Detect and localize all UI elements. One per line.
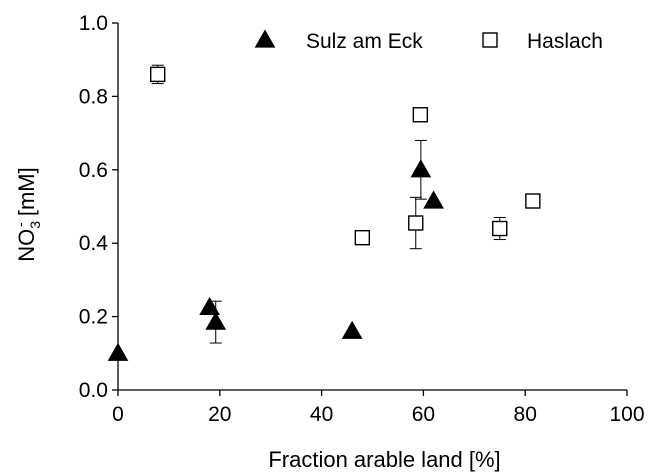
x-tick-label: 0 bbox=[112, 403, 124, 426]
series-haslach bbox=[150, 64, 541, 250]
x-tick-label: 100 bbox=[609, 403, 644, 426]
y-tick-label: 0.8 bbox=[79, 85, 108, 108]
data-point bbox=[408, 215, 424, 231]
data-point bbox=[410, 159, 432, 178]
data-point bbox=[492, 220, 508, 237]
y-axis-title-subscript: 3 bbox=[27, 221, 43, 229]
data-marks bbox=[107, 64, 541, 361]
data-point bbox=[423, 190, 444, 209]
y-axis-title-superscript: - bbox=[12, 222, 28, 227]
x-axis-title: Fraction arable land [%] bbox=[268, 447, 500, 472]
x-tick-label: 20 bbox=[208, 403, 231, 426]
data-point bbox=[341, 320, 363, 339]
x-tick-label: 80 bbox=[514, 403, 537, 426]
data-point bbox=[107, 342, 129, 361]
legend-label: Sulz am Eck bbox=[306, 30, 423, 53]
y-tick-label: 0.4 bbox=[79, 232, 109, 255]
data-point bbox=[525, 193, 541, 209]
data-point bbox=[205, 311, 227, 330]
legend-item: Haslach bbox=[482, 30, 603, 53]
y-tick-label: 1.0 bbox=[79, 12, 108, 35]
legend-label: Haslach bbox=[527, 30, 603, 53]
y-tick-label: 0.6 bbox=[79, 159, 108, 182]
y-axis-title: NO3- [mM] bbox=[12, 167, 43, 261]
data-point bbox=[354, 229, 371, 246]
legend-item: Sulz am Eck bbox=[254, 29, 423, 53]
series-sulz-am-eck bbox=[107, 139, 444, 361]
data-point bbox=[150, 66, 166, 83]
data-point bbox=[412, 107, 429, 123]
x-tick-label: 60 bbox=[412, 403, 435, 426]
y-axis-title-main: NO bbox=[14, 229, 39, 262]
y-axis-title-unit: [mM] bbox=[14, 167, 39, 222]
data-point bbox=[199, 296, 220, 316]
y-axis-ticks: 0.0 0.2 0.4 0.6 0.8 1.0 bbox=[79, 12, 118, 402]
x-axis-ticks: 0 20 40 60 80 100 bbox=[112, 390, 645, 426]
legend-marker bbox=[482, 32, 498, 48]
y-tick-label: 0.2 bbox=[79, 306, 108, 329]
y-tick-label: 0.0 bbox=[79, 379, 108, 402]
legend-marker bbox=[254, 29, 276, 48]
x-tick-label: 40 bbox=[310, 403, 333, 426]
plot-area: 0 20 40 60 80 100 0.0 0.2 0.4 0.6 0.8 1.0 bbox=[79, 12, 645, 426]
legend: Sulz am Eck Haslach bbox=[254, 29, 603, 53]
